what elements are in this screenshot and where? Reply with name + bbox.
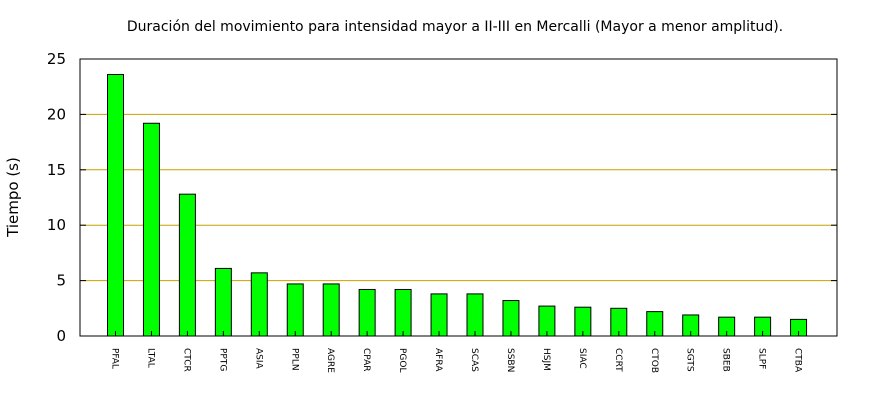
x-tick-label: PGOL: [397, 348, 407, 373]
bar-ssbn: [502, 300, 520, 337]
x-tick-label: SCAS: [469, 348, 479, 372]
x-tick-label: SLPF: [757, 348, 767, 369]
grid-lines: [80, 113, 837, 282]
y-tick-label: 5: [56, 272, 66, 290]
bar-agre: [322, 283, 340, 337]
x-tick-label: PPTG: [217, 348, 227, 371]
bar-ppln: [286, 283, 304, 337]
bars: [107, 74, 808, 337]
x-tick-label: ASIA: [253, 348, 263, 370]
bar-pgol: [394, 288, 412, 337]
x-tick-label: PPLN: [289, 348, 299, 371]
chart-title: Duración del movimiento para intensidad …: [127, 19, 783, 35]
x-tick-label: AFRA: [433, 348, 443, 372]
x-tick-label: SGTS: [685, 348, 695, 372]
bar-ltal: [142, 122, 160, 337]
x-tick-label: PFAL: [110, 348, 120, 369]
y-tick-label: 20: [47, 105, 66, 123]
x-tick-label: SSBN: [505, 348, 515, 372]
y-axis-label: Tiempo (s): [4, 157, 22, 238]
bar-ctcr: [178, 193, 196, 337]
bar-afra: [430, 293, 448, 337]
x-tick-label: CTCR: [181, 348, 191, 372]
bar-pfal: [107, 74, 124, 337]
x-tick-label: CCRT: [613, 348, 623, 372]
y-tick-label: 0: [56, 327, 66, 345]
bar-cpar: [358, 288, 376, 337]
y-tick-label: 10: [47, 216, 66, 234]
x-tick-label: AGRE: [325, 348, 335, 373]
x-tick-label: LTAL: [145, 348, 155, 368]
x-tick-label: SIAC: [577, 348, 587, 369]
plot-frame: [79, 58, 838, 337]
bar-pptg: [214, 267, 232, 337]
x-tick-label: SBEB: [721, 348, 731, 372]
y-tick-label: 25: [47, 50, 66, 68]
y-tick-label: 15: [47, 161, 66, 179]
x-axis-ticks: PFAL LTAL CTCR PPTG ASIA PPLN AGRE CPAR PGOL AFRA…: [110, 331, 803, 373]
bar-asia: [250, 272, 268, 337]
y-axis-ticks: 0 5 10 15 20 25: [47, 50, 837, 345]
bar-scas: [466, 293, 484, 337]
x-tick-label: CPAR: [361, 348, 371, 372]
x-tick-label: CTBA: [793, 348, 803, 373]
x-tick-label: HSJM: [541, 348, 551, 371]
x-tick-label: CTOB: [649, 348, 659, 373]
